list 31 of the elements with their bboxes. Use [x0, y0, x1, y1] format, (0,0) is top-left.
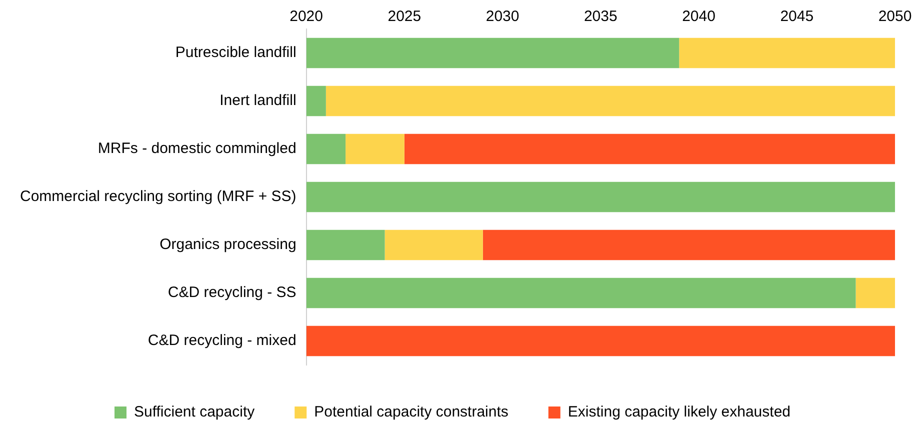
y-tick-label: MRFs - domestic commingled	[98, 140, 296, 158]
x-tick-label: 2035	[584, 8, 618, 26]
bar	[306, 86, 326, 116]
bar	[856, 278, 895, 308]
bar	[326, 86, 895, 116]
y-tick-label: Organics processing	[160, 236, 296, 254]
bar	[306, 230, 385, 260]
x-tick-label: 2045	[780, 8, 814, 26]
bar	[679, 38, 895, 68]
legend-label: Sufficient capacity	[134, 404, 256, 421]
x-tick-label: 2030	[486, 8, 520, 26]
x-tick-label: 2020	[290, 8, 323, 26]
y-tick-label: C&D recycling - mixed	[148, 332, 296, 350]
bar	[346, 134, 404, 164]
x-tick-label: 2025	[388, 8, 422, 26]
bar	[306, 134, 346, 164]
bar	[404, 134, 895, 164]
y-tick-label: Inert landfill	[220, 92, 296, 110]
x-tick-label: 2040	[682, 8, 716, 26]
legend-label: Existing capacity likely exhausted	[568, 404, 791, 421]
y-tick-label: C&D recycling - SS	[168, 284, 296, 302]
bar	[306, 38, 680, 68]
bar	[306, 326, 895, 356]
bar	[306, 278, 856, 308]
bar	[384, 230, 483, 260]
y-tick-label: Commercial recycling sorting (MRF + SS)	[20, 188, 296, 206]
x-tick-label: 2050	[878, 8, 912, 26]
y-tick-label: Putrescible landfill	[175, 44, 296, 62]
bar	[482, 230, 895, 260]
bar	[306, 182, 895, 212]
legend-label: Potential capacity constraints	[314, 404, 508, 421]
